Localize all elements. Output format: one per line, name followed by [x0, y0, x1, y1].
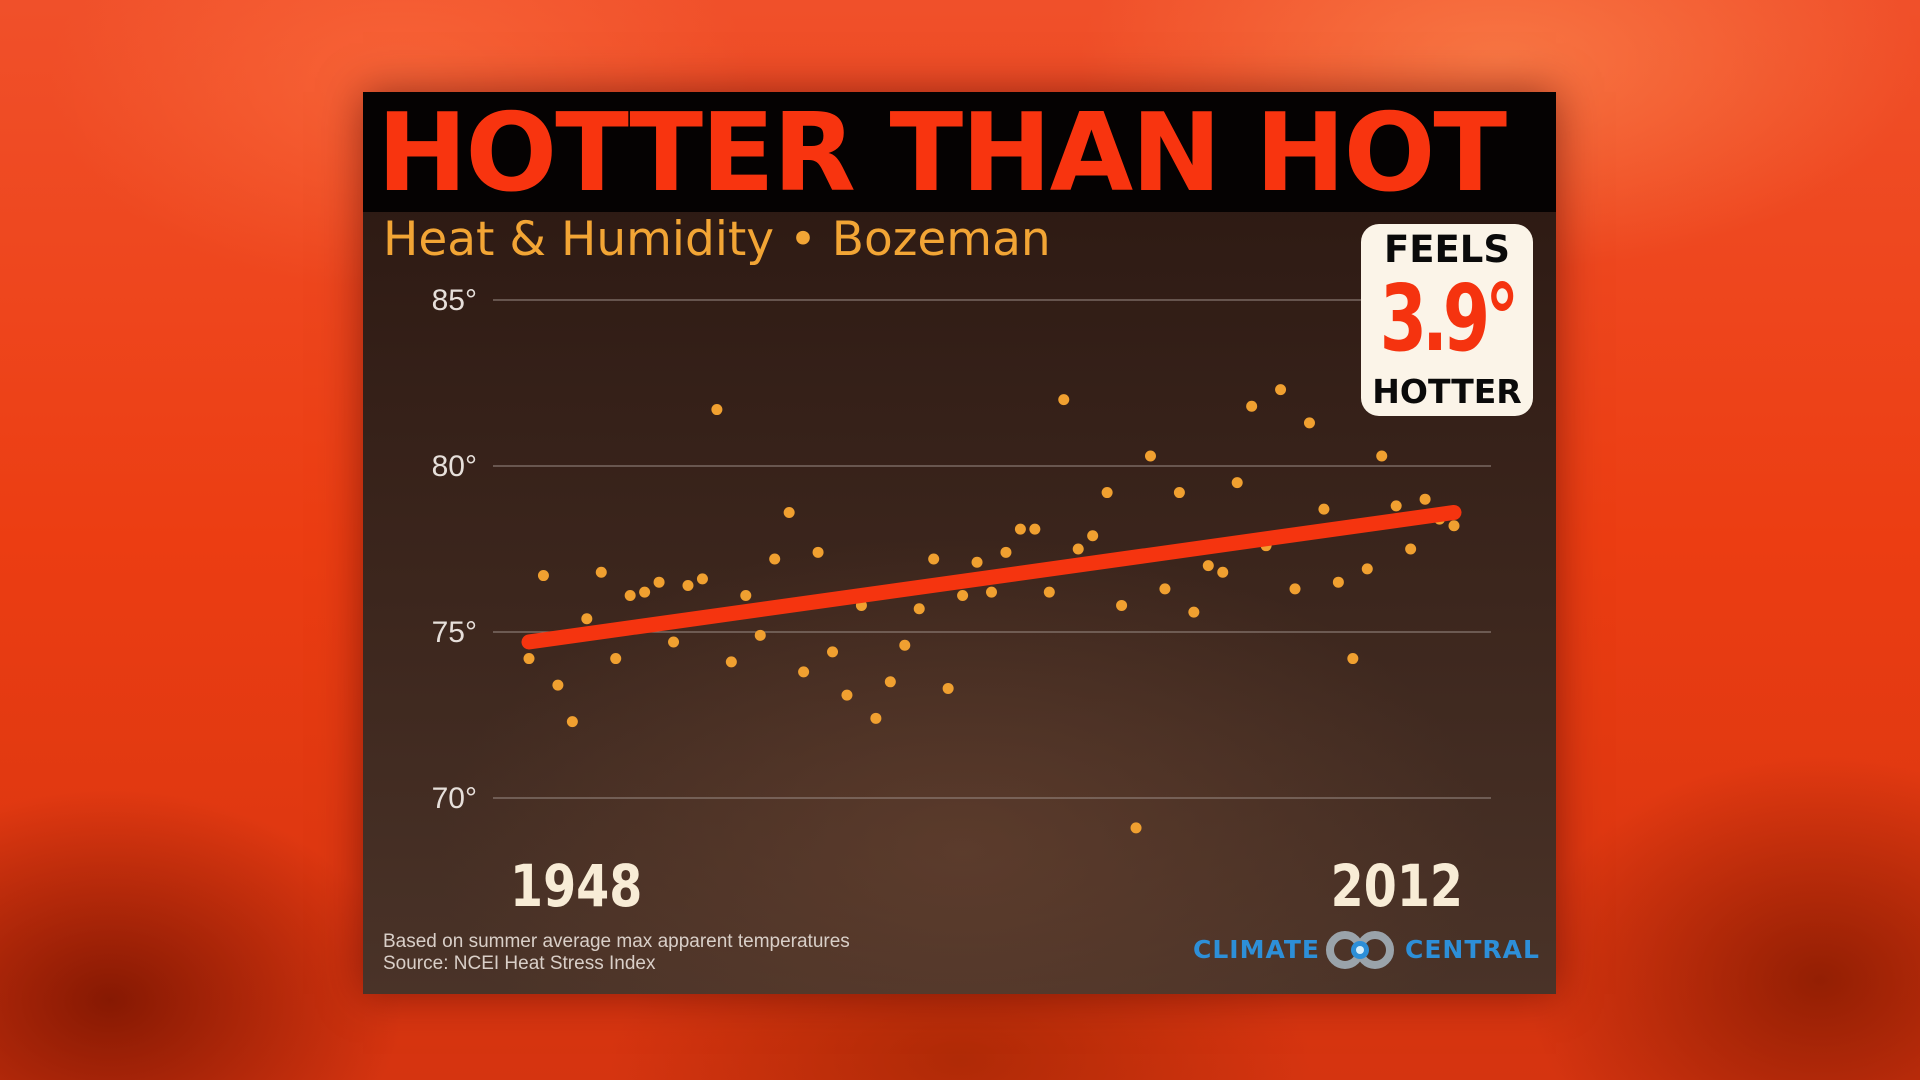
- data-point: [884, 676, 896, 688]
- data-point: [1332, 576, 1344, 588]
- data-point: [595, 566, 607, 578]
- data-point: [812, 546, 824, 558]
- x-axis-year-label: 1948: [510, 852, 642, 920]
- data-point: [740, 589, 752, 601]
- data-point: [1188, 606, 1200, 618]
- data-point: [957, 589, 969, 601]
- x-axis-year-label: 2012: [1331, 852, 1463, 920]
- data-point: [1101, 487, 1113, 499]
- title-bar: HOTTER THAN HOT: [363, 92, 1556, 212]
- data-point: [711, 404, 723, 416]
- data-point: [913, 603, 925, 615]
- climate-central-logo: CLIMATE CENTRAL: [1193, 930, 1540, 970]
- callout-top-label: FEELS: [1383, 228, 1511, 271]
- data-point: [1419, 493, 1431, 505]
- data-point: [1043, 586, 1055, 598]
- data-point: [1405, 543, 1417, 555]
- data-point: [928, 553, 940, 565]
- data-point: [1390, 500, 1402, 512]
- data-point: [1376, 450, 1388, 462]
- data-point: [1000, 546, 1012, 558]
- data-point: [1144, 450, 1156, 462]
- data-point: [1231, 477, 1243, 489]
- data-point: [1072, 543, 1084, 555]
- data-point: [1246, 400, 1258, 412]
- data-point: [1116, 599, 1128, 611]
- data-point: [639, 586, 651, 598]
- data-point: [696, 573, 708, 585]
- data-point: [942, 682, 954, 694]
- y-tick-label: 75°: [432, 616, 477, 649]
- y-tick-label: 70°: [432, 782, 477, 815]
- y-tick-label: 85°: [432, 284, 477, 317]
- data-point: [1173, 487, 1185, 499]
- brand-word-left: CLIMATE: [1193, 935, 1320, 964]
- data-point: [971, 556, 983, 568]
- trend-line: [521, 504, 1462, 650]
- data-point: [1303, 417, 1315, 429]
- data-point: [870, 712, 882, 724]
- data-point: [653, 576, 665, 588]
- source-note: Source: NCEI Heat Stress Index: [383, 953, 656, 974]
- data-point: [899, 639, 911, 651]
- data-point: [1217, 566, 1229, 578]
- data-point: [783, 506, 795, 518]
- data-point: [769, 553, 781, 565]
- data-point: [566, 716, 578, 728]
- data-point: [1448, 520, 1460, 532]
- data-point: [725, 656, 737, 668]
- data-point: [682, 580, 694, 592]
- data-point: [668, 636, 680, 648]
- brand-word-right: CENTRAL: [1405, 935, 1540, 964]
- data-point: [1361, 563, 1373, 575]
- data-point: [1202, 560, 1214, 572]
- data-point: [841, 689, 853, 701]
- data-point: [1130, 822, 1142, 834]
- methodology-note: Based on summer average max apparent tem…: [383, 931, 850, 952]
- data-point: [798, 666, 810, 678]
- chart-subtitle: Heat & Humidity • Bozeman: [383, 212, 1051, 267]
- data-point: [1318, 503, 1330, 515]
- data-point: [523, 653, 535, 665]
- y-tick-label: 80°: [432, 450, 477, 483]
- data-point: [1087, 530, 1099, 542]
- data-point: [827, 646, 839, 658]
- data-point: [610, 653, 622, 665]
- data-point: [986, 586, 997, 598]
- data-point: [1014, 523, 1026, 535]
- feels-hotter-callout: FEELS 3.9° HOTTER: [1361, 224, 1533, 416]
- data-point: [1275, 384, 1287, 396]
- climate-central-rings-icon: [1326, 931, 1394, 969]
- callout-value: 3.9°: [1379, 265, 1519, 372]
- data-point: [1289, 583, 1301, 595]
- data-point: [754, 629, 766, 641]
- data-point: [581, 613, 593, 625]
- data-point: [1347, 653, 1359, 665]
- data-point: [1029, 523, 1041, 535]
- data-point: [1159, 583, 1171, 595]
- scatter-plot: 70° 75° 80° 85° 1948 2012: [432, 284, 1491, 920]
- chart-title: HOTTER THAN HOT: [377, 91, 1507, 216]
- callout-bottom-label: HOTTER: [1372, 372, 1522, 411]
- data-point: [537, 570, 549, 582]
- chart-card: HOTTER THAN HOT Heat & Humidity • Bozema…: [363, 92, 1556, 994]
- data-point: [552, 679, 564, 691]
- data-point: [624, 589, 636, 601]
- data-point: [1058, 394, 1070, 406]
